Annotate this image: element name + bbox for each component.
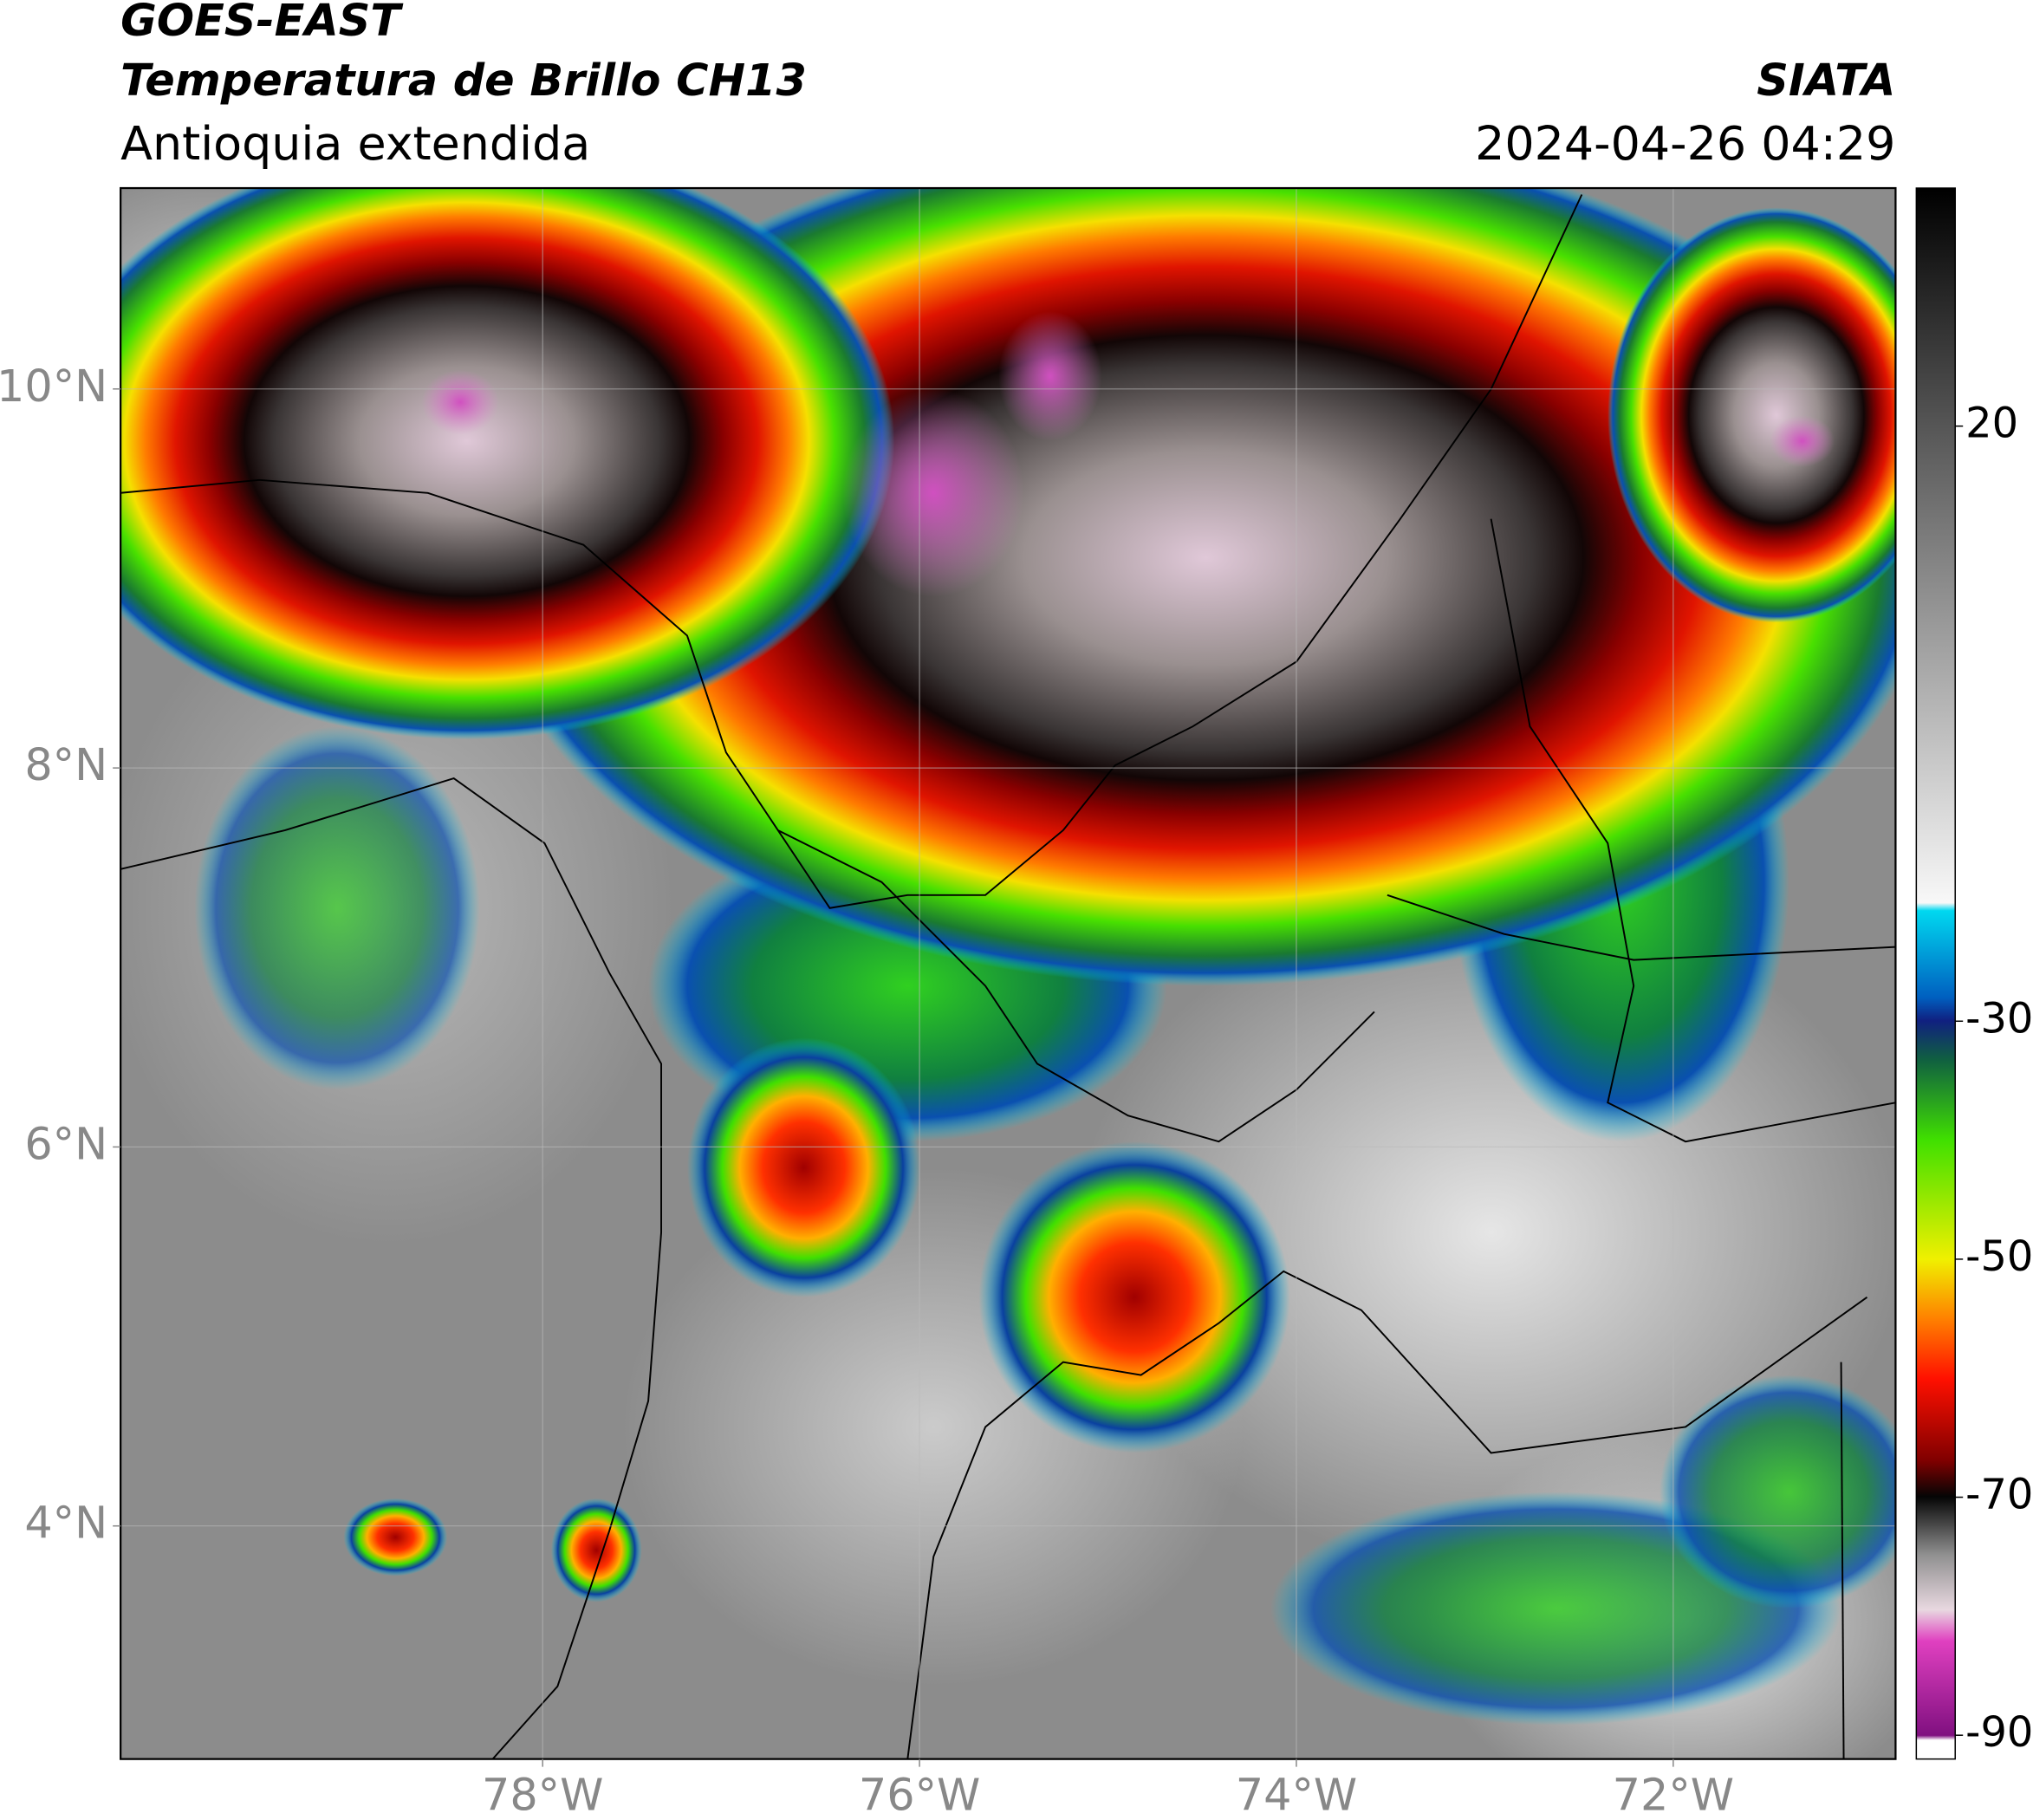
y-tick-label: 4°N <box>24 1498 107 1549</box>
convection <box>194 726 480 1090</box>
cold-top <box>998 311 1102 441</box>
border <box>1387 894 1896 961</box>
storm-cell <box>343 1498 448 1576</box>
border <box>777 829 1375 1143</box>
colorbar <box>1915 187 1956 1760</box>
y-tick-label: 6°N <box>24 1118 107 1169</box>
border <box>906 1270 1868 1759</box>
colorbar-tick-label: -70 <box>1965 1472 2033 1519</box>
y-tick-label: 8°N <box>24 739 107 790</box>
storm-cell <box>978 1141 1290 1453</box>
cold-top <box>1770 414 1835 467</box>
x-tick-label: 78°W <box>482 1770 603 1820</box>
x-tick-label: 72°W <box>1613 1770 1734 1820</box>
x-tick-label: 74°W <box>1236 1770 1357 1820</box>
subtitle: Temperatura de Brillo CH13 <box>120 55 807 106</box>
cold-top <box>421 369 500 435</box>
storm <box>1608 207 1896 623</box>
borders <box>120 194 1896 1759</box>
border <box>1840 1362 1845 1759</box>
border <box>120 194 1583 909</box>
storm-cell <box>686 1037 921 1297</box>
colorbar-tick-label: -90 <box>1965 1709 2033 1757</box>
storm-cell <box>550 1498 642 1602</box>
title: GOES-EAST <box>120 0 404 46</box>
grid <box>120 188 1896 1759</box>
source: SIATA <box>1757 55 1895 106</box>
border <box>1490 518 1896 1143</box>
coastline <box>120 777 663 1759</box>
convection <box>1660 1375 1896 1609</box>
map-frame <box>120 186 1897 1760</box>
cold-top <box>842 389 1024 597</box>
datetime: 2024-04-26 04:29 <box>1475 116 1895 171</box>
colorbar-tick-label: 20 <box>1965 400 2018 448</box>
storm <box>120 188 895 740</box>
x-tick-label: 76°W <box>859 1770 980 1820</box>
region: Antioquia extendida <box>120 116 590 171</box>
colorbar-tick-label: -30 <box>1965 995 2033 1043</box>
colorbar-tick-label: -50 <box>1965 1233 2033 1281</box>
y-tick-label: 10°N <box>0 361 107 412</box>
map-imagery <box>120 188 1896 1759</box>
